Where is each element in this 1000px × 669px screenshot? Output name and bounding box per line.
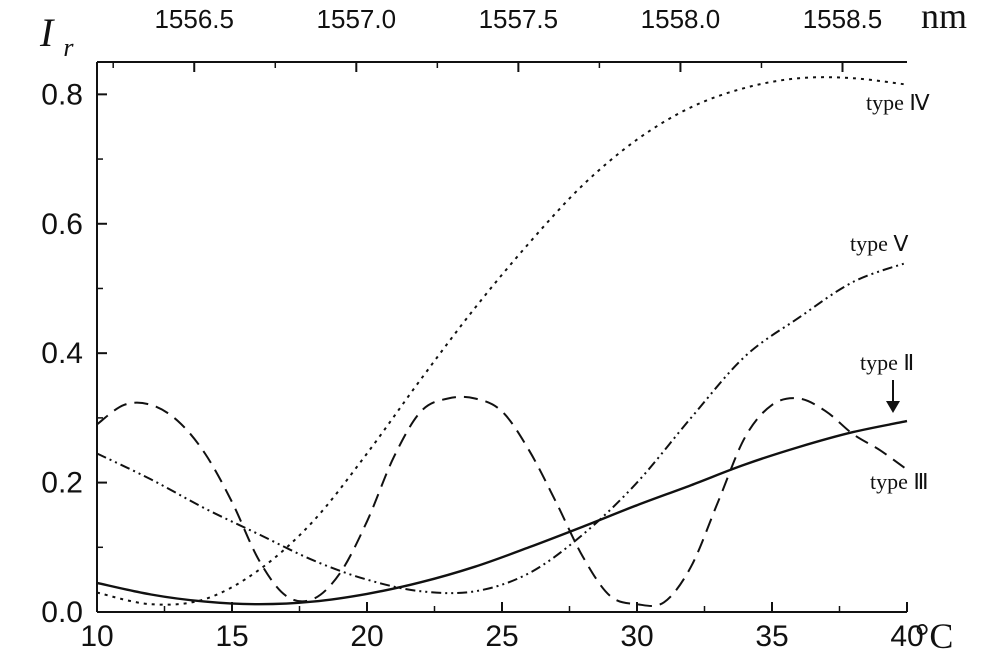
- series-layer: [96, 76, 908, 607]
- x-axis-unit-label: °C: [915, 616, 953, 656]
- series-label-type-iii: type Ⅲ: [870, 469, 929, 494]
- series-line-type-v: [96, 261, 908, 595]
- series-line-type-ii: [96, 419, 908, 606]
- y-axis-label: I r: [39, 10, 74, 62]
- type-ii-arrow: [886, 380, 900, 413]
- series-line-type-iv: [96, 76, 908, 606]
- series-label-type-ii: type Ⅱ: [860, 350, 914, 375]
- x-tick-label: 25: [485, 620, 518, 653]
- x-tick-label: 30: [620, 620, 653, 653]
- top-axis-unit-label: nm: [921, 0, 967, 36]
- arrow-head: [886, 401, 900, 413]
- top-tick-label: 1558.0: [641, 4, 721, 34]
- series-label-type-v: type Ⅴ: [850, 231, 908, 256]
- y-tick-label: 0.4: [41, 337, 83, 370]
- y-axis-label-subscript: r: [63, 33, 74, 62]
- y-tick-label: 0.0: [41, 596, 83, 629]
- y-axis-label-main: I: [39, 10, 55, 55]
- labels-layer: °C nm I r type Ⅳ type Ⅴ type Ⅱ type Ⅲ: [39, 0, 967, 656]
- series-line-type-iii: [96, 395, 908, 607]
- top-tick-label: 1557.0: [317, 4, 397, 34]
- series-label-type-iv: type Ⅳ: [866, 90, 930, 115]
- y-tick-label: 0.8: [41, 78, 83, 111]
- top-tick-label: 1558.5: [803, 4, 883, 34]
- y-tick-label: 0.2: [41, 467, 83, 500]
- top-tick-label: 1557.5: [479, 4, 559, 34]
- x-tick-label: 10: [80, 620, 113, 653]
- x-tick-label: 20: [350, 620, 383, 653]
- y-tick-label: 0.6: [41, 208, 83, 241]
- x-tick-label: 35: [755, 620, 788, 653]
- x-tick-label: 15: [215, 620, 248, 653]
- axes: 10 15 20 25 30 35 40 0.0 0.2 0.4 0.6 0.8 1556.5 1557.…: [41, 4, 923, 653]
- top-tick-label: 1556.5: [154, 4, 234, 34]
- x-tick-label: 40: [890, 620, 923, 653]
